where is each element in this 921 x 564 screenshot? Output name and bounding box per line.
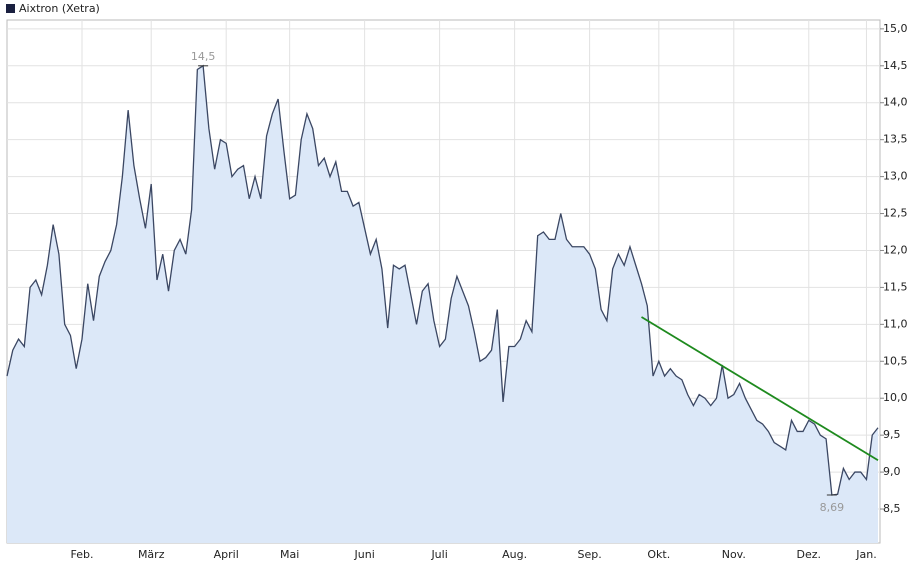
x-tick-label: Feb. xyxy=(70,548,93,561)
annotation: 8,69 xyxy=(820,501,845,514)
area-fill xyxy=(7,65,878,543)
x-tick-label: Sep. xyxy=(577,548,601,561)
y-tick-label: 12,5 xyxy=(883,207,908,220)
y-tick-label: 8,5 xyxy=(883,502,901,515)
y-tick-label: 13,5 xyxy=(883,133,908,146)
x-tick-label: Okt. xyxy=(647,548,670,561)
x-tick-label: Mai xyxy=(280,548,299,561)
x-tick-label: Juni xyxy=(354,548,375,561)
y-tick-label: 14,0 xyxy=(883,96,908,109)
y-tick-label: 10,0 xyxy=(883,391,908,404)
y-tick-label: 9,5 xyxy=(883,428,901,441)
x-tick-label: Nov. xyxy=(722,548,746,561)
x-tick-label: Aug. xyxy=(502,548,527,561)
x-tick-label: Dez. xyxy=(797,548,822,561)
x-tick-label: April xyxy=(214,548,239,561)
x-tick-label: Juli xyxy=(430,548,447,561)
x-tick-label: Jan. xyxy=(855,548,876,561)
price-line xyxy=(6,64,879,496)
y-tick-label: 12,0 xyxy=(883,243,908,256)
y-tick-label: 14,5 xyxy=(883,59,908,72)
y-tick-label: 11,5 xyxy=(883,280,908,293)
chart-title: Aixtron (Xetra) xyxy=(19,2,100,15)
y-tick-label: 11,0 xyxy=(883,317,908,330)
annotation: 14,5 xyxy=(191,50,216,63)
title-marker xyxy=(6,4,15,13)
y-tick-label: 9,0 xyxy=(883,465,901,478)
trend-line xyxy=(641,316,879,462)
y-tick-label: 15,0 xyxy=(883,22,908,35)
y-tick-label: 10,5 xyxy=(883,354,908,367)
y-tick-label: 13,0 xyxy=(883,170,908,183)
x-tick-label: März xyxy=(138,548,165,561)
